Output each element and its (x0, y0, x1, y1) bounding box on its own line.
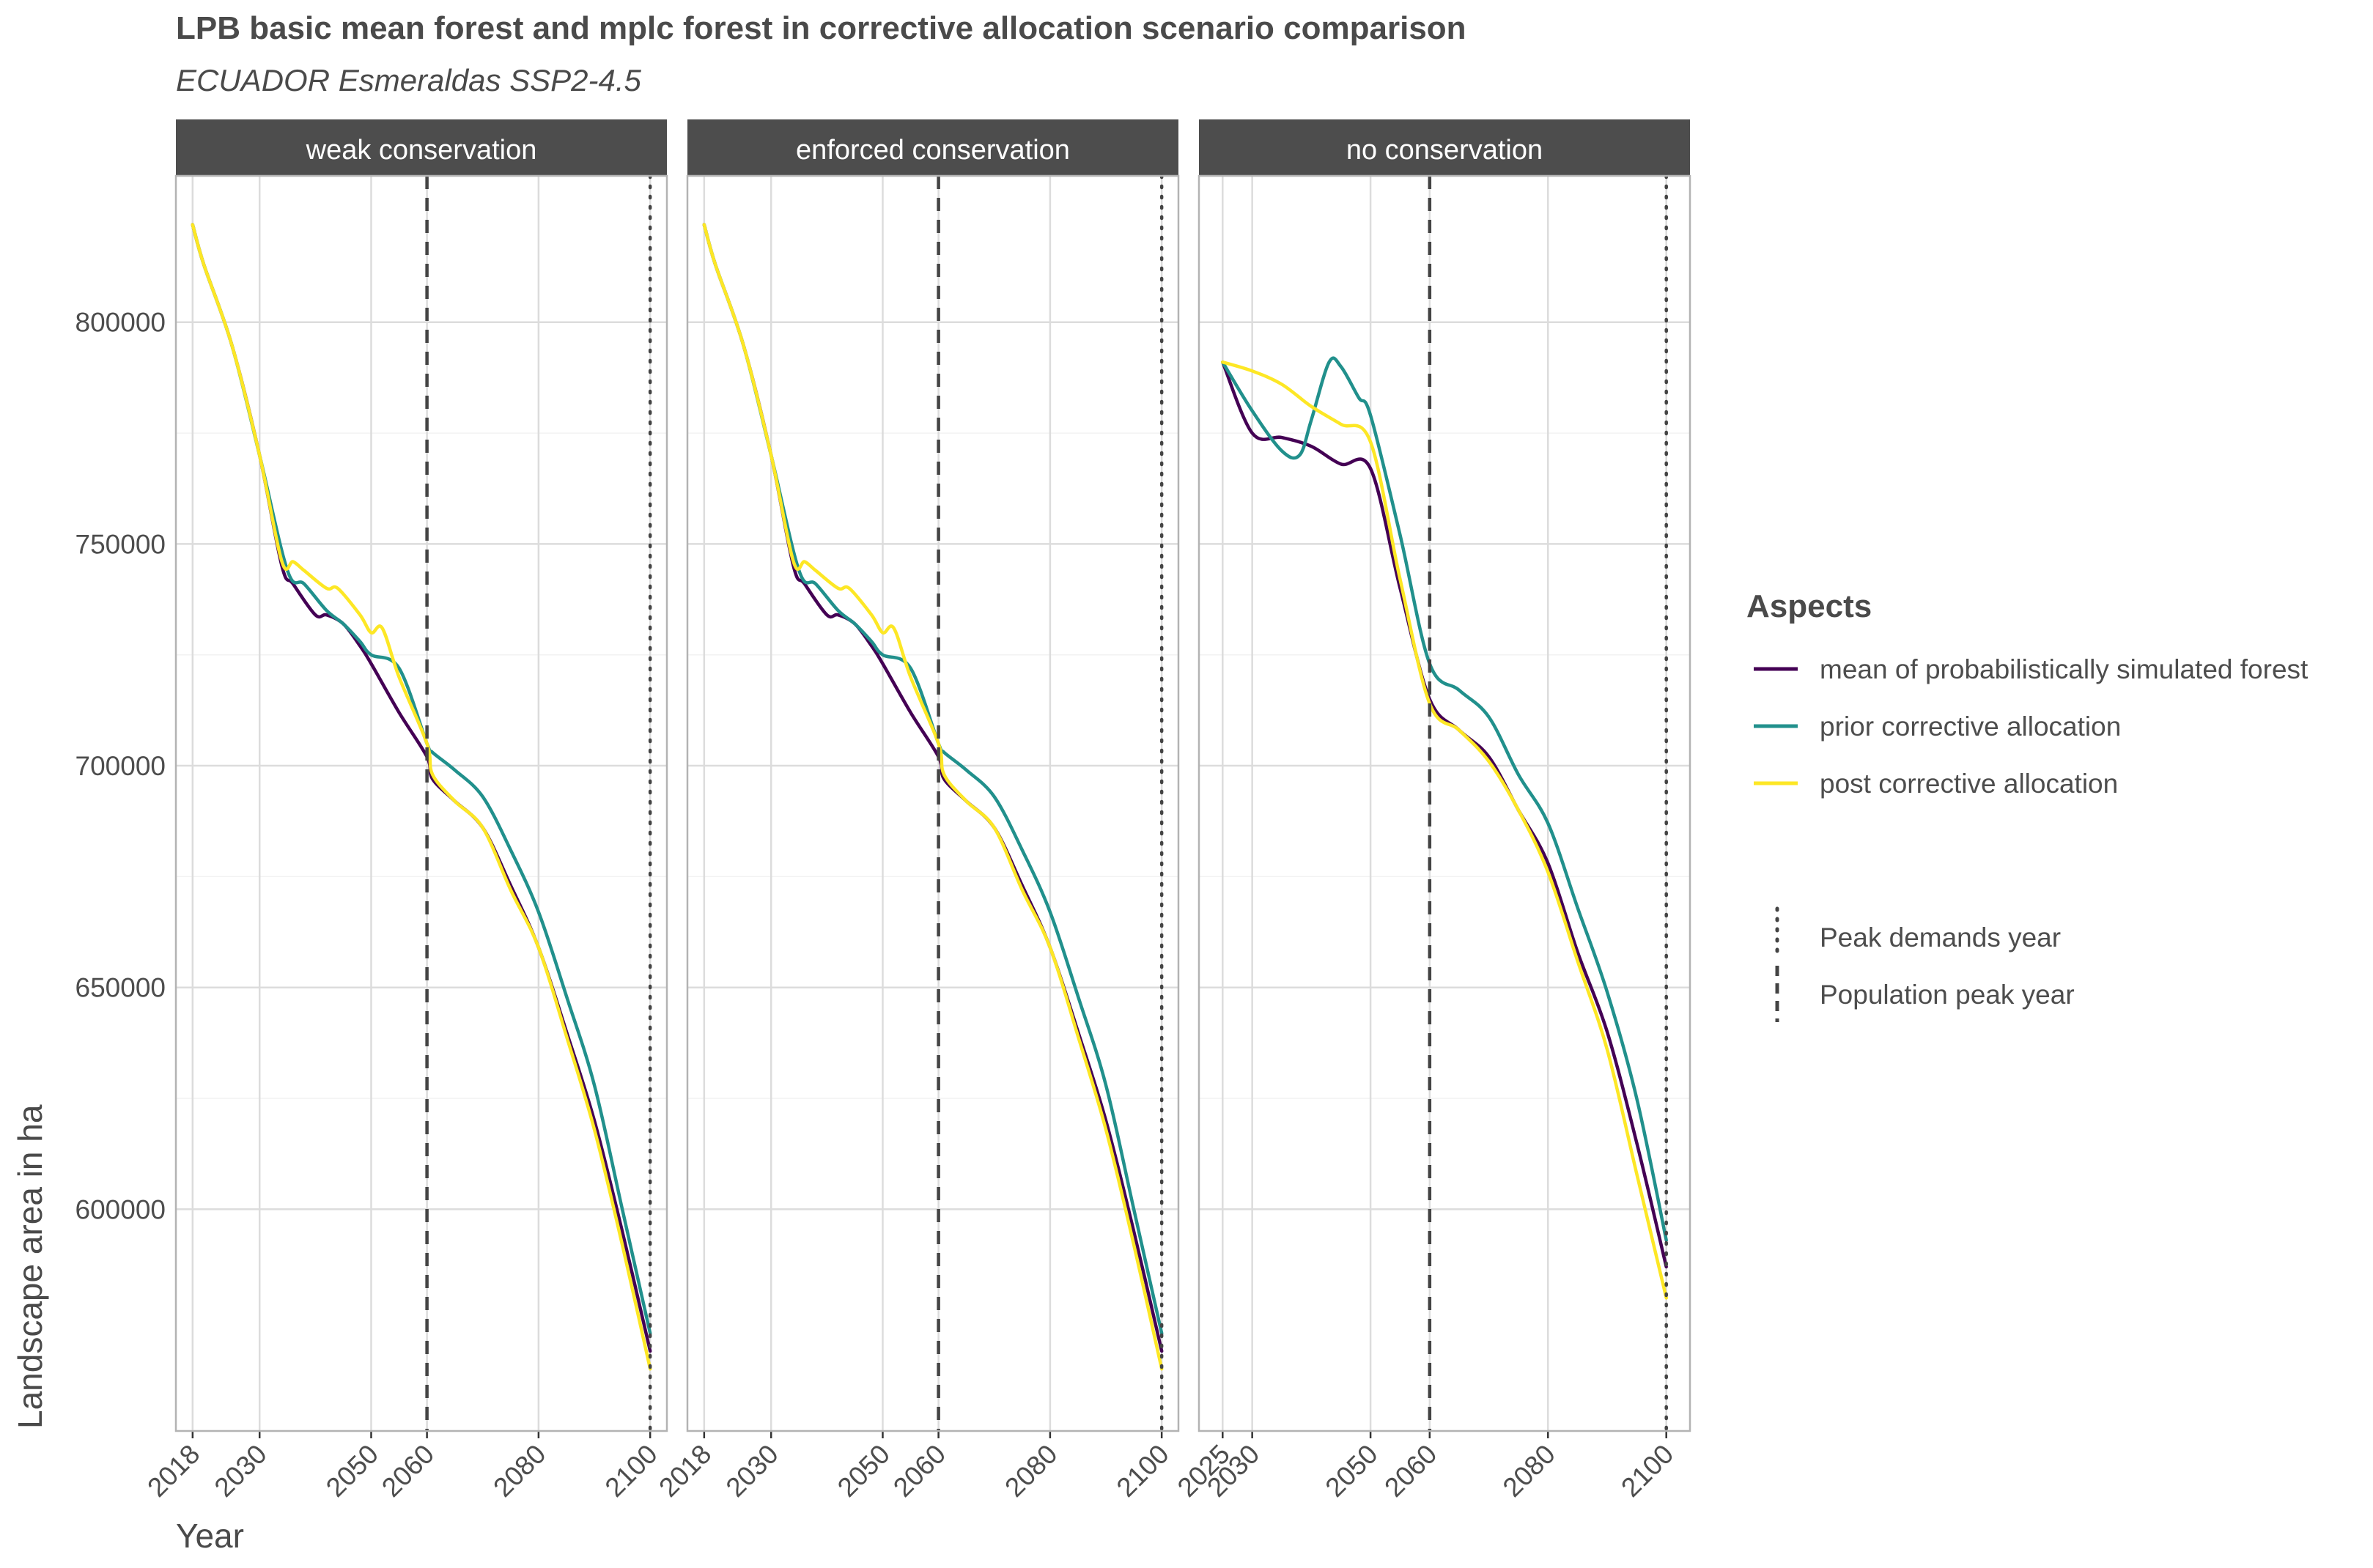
x-tick-label: 2100 (599, 1439, 663, 1503)
series-line-3 (191, 223, 652, 1371)
series-line-2 (1221, 356, 1668, 1242)
panel-background (687, 176, 1178, 1431)
panel-background (176, 176, 667, 1431)
x-tick-label: 2100 (1111, 1439, 1175, 1503)
panel-strip (176, 119, 667, 176)
y-tick-label: 800000 (75, 308, 166, 338)
x-tick-label: 2050 (320, 1439, 384, 1503)
series-line-3 (702, 223, 1164, 1371)
panel-border (174, 174, 668, 1432)
legend-label-post: post corrective allocation (1820, 769, 2118, 799)
panel-strip (687, 119, 1178, 176)
chart-title: LPB basic mean forest and mplc forest in… (176, 10, 1466, 46)
x-axis-title: Year (176, 1517, 244, 1555)
legend-label-mean: mean of probabilistically simulated fore… (1820, 654, 2309, 684)
x-tick-label: 2030 (209, 1439, 273, 1503)
x-tick-label: 2030 (720, 1439, 784, 1503)
x-tick-label: 2100 (1615, 1439, 1679, 1503)
y-tick-label: 600000 (75, 1194, 166, 1224)
legend-title: Aspects (1746, 588, 1872, 624)
x-tick-label: 2060 (376, 1439, 440, 1503)
x-tick-label: 2050 (832, 1439, 896, 1503)
x-tick-label: 2080 (999, 1439, 1063, 1503)
y-axis-title: Landscape area in ha (11, 1104, 49, 1429)
y-tick-label: 750000 (75, 529, 166, 559)
x-tick-label: 2018 (141, 1439, 205, 1503)
x-tick-label: 2060 (1379, 1439, 1442, 1503)
x-tick-label: 2018 (653, 1439, 717, 1503)
legend-label-population-peak: Population peak year (1820, 980, 2075, 1010)
legend-label-peak-demands: Peak demands year (1820, 922, 2061, 953)
x-tick-label: 2080 (487, 1439, 551, 1503)
panel-border (686, 174, 1180, 1432)
series-line-3 (1221, 360, 1668, 1300)
panel-strip (1199, 119, 1690, 176)
legend: Aspects mean of probabilistically simula… (1746, 588, 2309, 1022)
x-tick-label: 2050 (1320, 1439, 1384, 1503)
y-tick-label: 650000 (75, 973, 166, 1003)
y-axis: 600000 650000 700000 750000 800000 (75, 308, 166, 1225)
legend-label-prior: prior corrective allocation (1820, 711, 2121, 742)
x-tick-label: 2080 (1497, 1439, 1561, 1503)
x-tick-label: 2060 (887, 1439, 951, 1503)
y-tick-label: 700000 (75, 751, 166, 781)
panel-strip-label: enforced conservation (796, 135, 1070, 166)
panel-background (1199, 176, 1690, 1431)
panel-border (1197, 174, 1691, 1432)
chart-subtitle: ECUADOR Esmeraldas SSP2-4.5 (176, 63, 641, 97)
panel-strip-label: no conservation (1346, 135, 1543, 166)
panel-strip-label: weak conservation (306, 135, 537, 166)
